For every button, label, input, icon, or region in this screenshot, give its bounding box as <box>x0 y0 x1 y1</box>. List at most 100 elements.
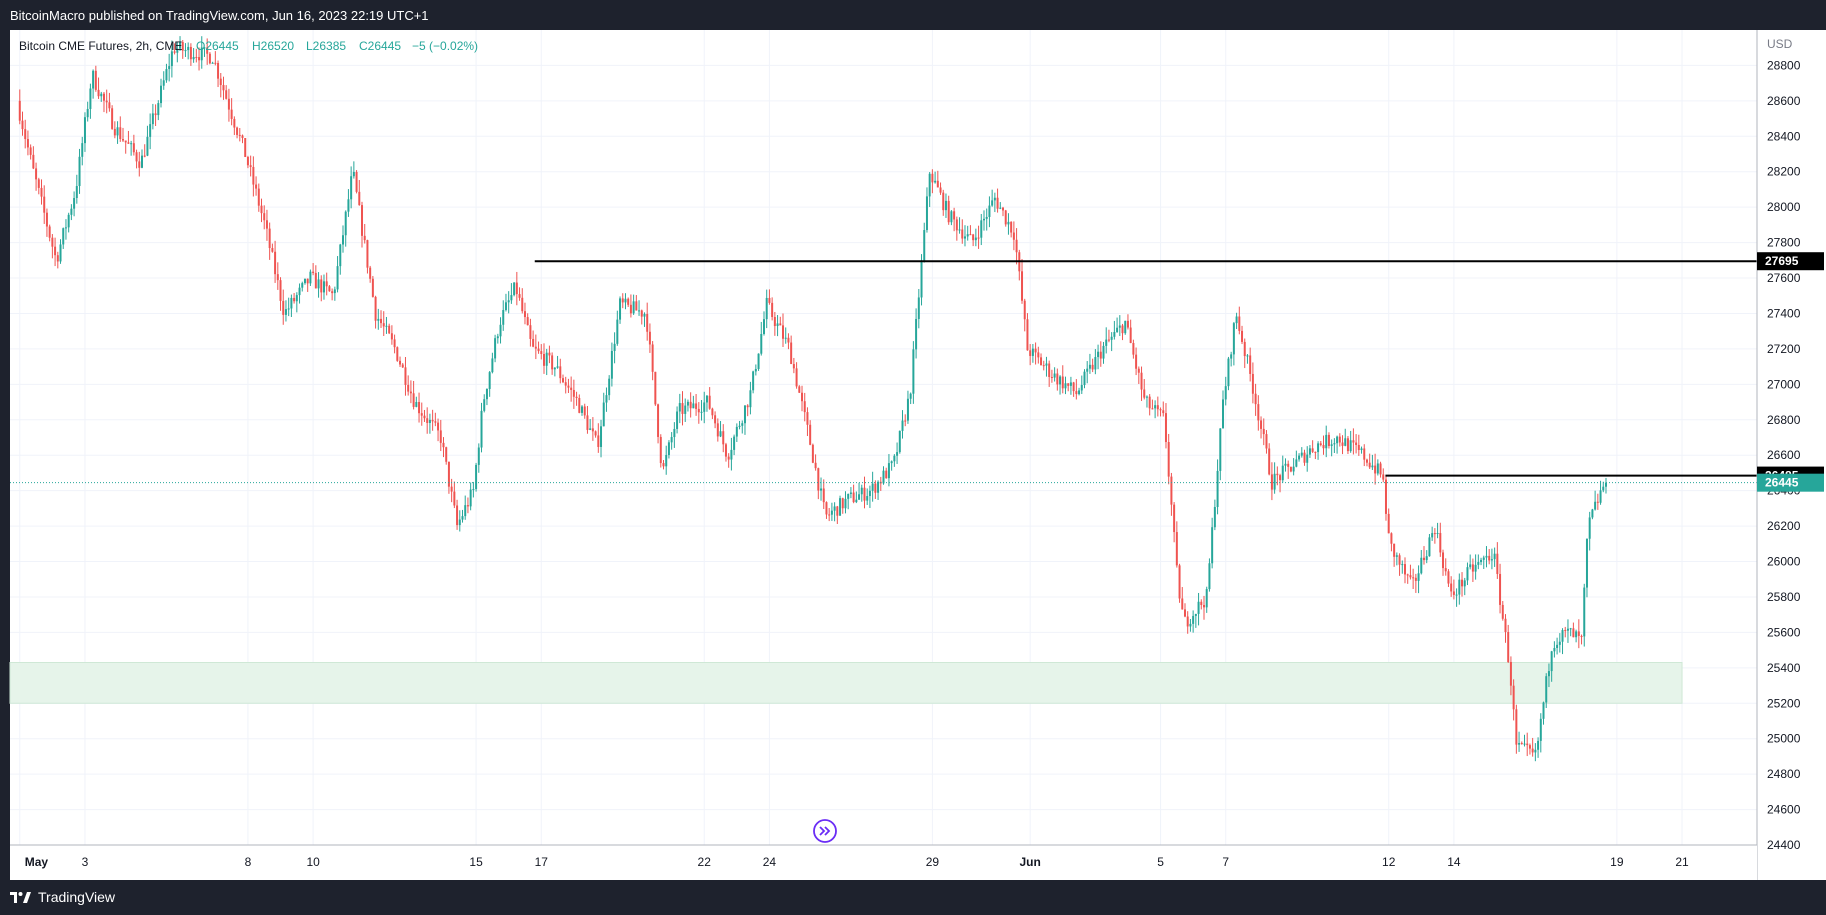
candle-up <box>494 338 497 359</box>
candle-down <box>534 346 537 349</box>
candle-down <box>40 187 43 197</box>
candle-up <box>1308 448 1311 455</box>
candle-up <box>610 350 613 379</box>
time-axis[interactable]: May 3 8 10 15 17 22 24 29 Jun 5 7 12 14 19 21 <box>10 844 1757 880</box>
candle-down <box>1170 476 1173 505</box>
candle-up <box>81 143 84 157</box>
candle-down <box>1352 440 1355 443</box>
candle-down <box>361 205 364 236</box>
candle-down <box>1151 408 1154 410</box>
candle-down <box>1186 616 1189 627</box>
ohlc-open: O26445 <box>196 39 239 53</box>
candle-down <box>561 378 564 383</box>
candle-down <box>904 420 907 422</box>
price-chart[interactable]: USD 24400 24600 24800 25000 25200 25400 25600 25… <box>0 0 1826 880</box>
candle-up <box>906 398 909 421</box>
candle-down <box>1289 466 1292 472</box>
candle-down <box>542 354 545 366</box>
candle-down <box>1181 598 1184 610</box>
candle-down <box>255 184 258 189</box>
candle-up <box>1523 743 1526 745</box>
candle-up <box>200 47 203 61</box>
candle-down <box>1403 564 1406 575</box>
candle-down <box>43 196 46 213</box>
candle-down <box>274 251 277 275</box>
candle-down <box>1390 533 1393 544</box>
candle-down <box>233 118 236 128</box>
candle-up <box>1116 327 1119 333</box>
candle-down <box>1303 452 1306 463</box>
candle-down <box>1577 631 1580 636</box>
candle-down <box>1338 436 1341 443</box>
candle-down <box>382 323 385 327</box>
candle-up <box>765 297 768 320</box>
candle-down <box>646 313 649 332</box>
candle-down <box>947 200 950 223</box>
candle-down <box>1015 239 1018 253</box>
replay-icon[interactable] <box>813 819 837 843</box>
candle-down <box>439 430 442 443</box>
candle-down <box>1254 393 1257 405</box>
candle-down <box>1515 709 1518 745</box>
candle-up <box>1376 463 1379 474</box>
candle-up <box>762 319 765 334</box>
candle-down <box>230 109 233 119</box>
candle-down <box>1384 479 1387 514</box>
candle-down <box>594 431 597 436</box>
candle-down <box>651 344 654 372</box>
candle-down <box>401 364 404 368</box>
price-axis[interactable]: USD 24400 24600 24800 25000 25200 25400 25600 25… <box>1756 30 1826 880</box>
candle-up <box>839 498 842 516</box>
candle-down <box>434 421 437 423</box>
x-tick-label: 19 <box>1610 855 1624 869</box>
candle-up <box>1102 345 1105 359</box>
candle-down <box>567 385 570 388</box>
candle-up <box>820 488 823 491</box>
candle-down <box>518 294 521 298</box>
candle-up <box>504 302 507 311</box>
candle-down <box>37 179 40 188</box>
candle-up <box>1455 594 1458 596</box>
candle-down <box>358 191 361 206</box>
candle-up <box>844 498 847 509</box>
candle-up <box>871 483 874 491</box>
candle-down <box>222 85 225 91</box>
candle-up <box>898 430 901 453</box>
candle-up <box>1604 482 1607 487</box>
candle-down <box>955 219 958 231</box>
candle-up <box>858 494 861 500</box>
x-tick-label: 22 <box>698 855 712 869</box>
candle-down <box>1004 210 1007 225</box>
candle-down <box>787 337 790 343</box>
candle-down <box>803 401 806 413</box>
brand-name: TradingView <box>38 889 116 905</box>
candle-down <box>828 514 831 516</box>
candle-up <box>741 423 744 426</box>
candle-down <box>404 367 407 385</box>
y-tick-label: 24800 <box>1767 767 1801 781</box>
y-tick-label: 28200 <box>1767 165 1801 179</box>
candle-down <box>1262 428 1265 435</box>
candle-down <box>1042 365 1045 367</box>
candle-up <box>1325 434 1328 449</box>
published-caption: BitcoinMacro published on TradingView.co… <box>10 8 429 23</box>
candle-up <box>1227 358 1230 387</box>
candle-down <box>1238 316 1241 331</box>
candle-down <box>423 415 426 419</box>
candle-up <box>1344 438 1347 446</box>
candle-up <box>1045 363 1048 366</box>
candle-down <box>363 235 366 241</box>
candle-down <box>657 404 660 437</box>
candle-up <box>1477 562 1480 565</box>
candle-up <box>1458 579 1461 595</box>
candle-down <box>817 468 820 491</box>
candle-down <box>219 78 222 86</box>
brand[interactable]: TradingView <box>10 889 115 905</box>
candle-down <box>1314 451 1317 453</box>
candle-up <box>73 198 76 209</box>
candle-up <box>309 271 312 284</box>
candle-up <box>920 260 923 298</box>
candle-up <box>301 283 304 288</box>
candle-down <box>1034 348 1037 353</box>
candle-up <box>1602 486 1605 491</box>
